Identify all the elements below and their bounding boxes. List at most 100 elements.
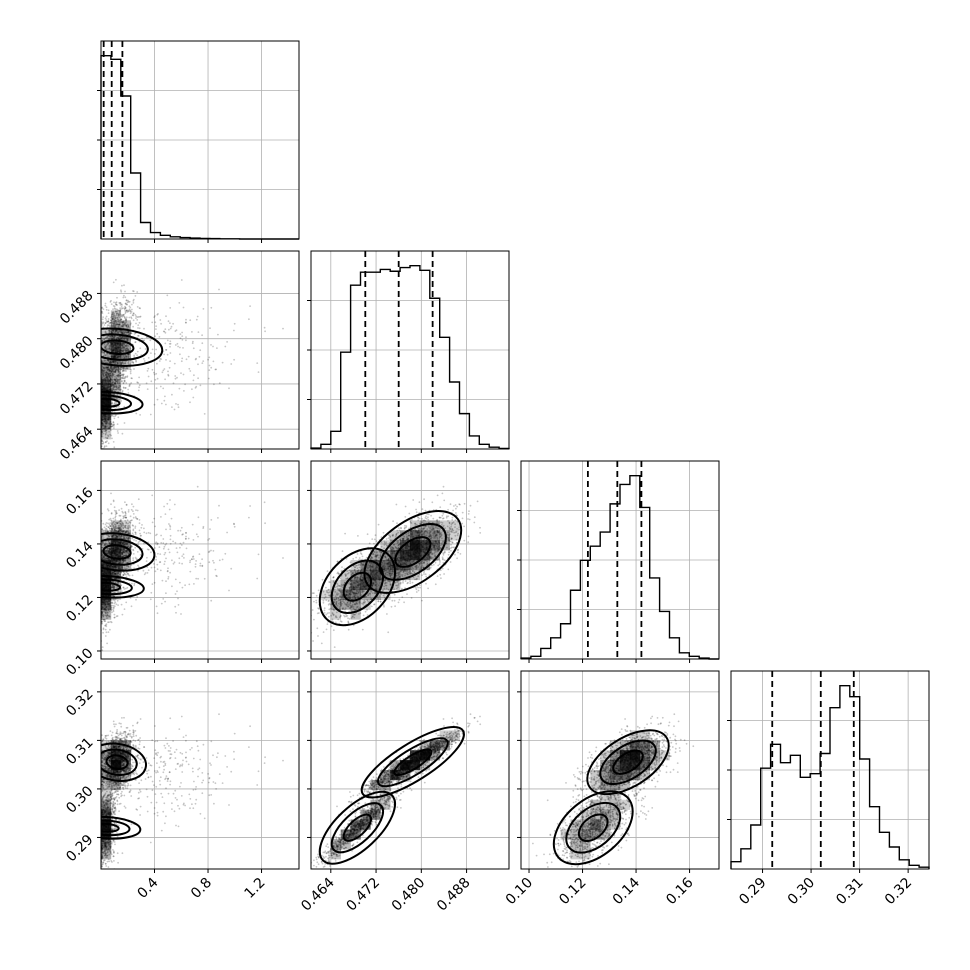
- sample-point: [117, 369, 120, 372]
- sample-point: [151, 521, 154, 524]
- sample-point: [121, 337, 124, 340]
- sample-point: [104, 359, 106, 362]
- sample-point: [129, 597, 132, 599]
- sample-point: [118, 534, 120, 537]
- sample-point: [132, 525, 135, 527]
- sample-point: [120, 346, 123, 349]
- sample-point: [117, 331, 119, 333]
- sample-point: [121, 315, 124, 318]
- sample-point: [111, 375, 114, 377]
- sample-point: [117, 326, 120, 329]
- sample-point: [203, 577, 206, 580]
- sample-point: [150, 380, 153, 383]
- sample-point: [121, 562, 124, 564]
- sample-point: [102, 374, 105, 377]
- sample-point: [189, 570, 192, 573]
- sample-point: [117, 367, 120, 369]
- sample-point: [124, 555, 127, 557]
- sample-point: [103, 337, 106, 340]
- sample-point: [111, 523, 114, 526]
- sample-point: [108, 370, 110, 373]
- sample-point: [128, 316, 131, 319]
- sample-point: [113, 361, 115, 364]
- sample-point: [101, 430, 103, 433]
- sample-point: [171, 559, 173, 562]
- sample-point: [124, 387, 127, 389]
- sample-point: [110, 367, 112, 370]
- sample-point: [132, 557, 135, 559]
- sample-point: [104, 543, 107, 546]
- sample-point: [185, 532, 187, 534]
- sample-point: [126, 323, 129, 326]
- sample-point: [120, 565, 123, 568]
- sample-point: [101, 613, 103, 616]
- sample-point: [101, 340, 104, 343]
- sample-point: [114, 524, 117, 526]
- sample-point: [256, 362, 259, 364]
- sample-point: [129, 309, 132, 312]
- sample-point: [126, 347, 128, 350]
- sample-point: [181, 339, 184, 341]
- sample-point: [116, 323, 118, 326]
- sample-point: [160, 534, 163, 537]
- sample-point: [103, 618, 106, 621]
- sample-point: [137, 324, 140, 326]
- sample-point: [120, 331, 123, 334]
- sample-point: [127, 353, 130, 356]
- sample-point: [117, 371, 120, 374]
- sample-point: [127, 301, 130, 303]
- sample-point: [101, 370, 104, 373]
- sample-point: [113, 366, 116, 369]
- sample-point: [108, 615, 110, 618]
- sample-point: [116, 380, 119, 383]
- sample-point: [139, 414, 142, 416]
- sample-point: [125, 348, 127, 350]
- sample-point: [105, 348, 108, 350]
- sample-point: [212, 345, 214, 348]
- sample-point: [111, 534, 114, 537]
- sample-point: [120, 338, 123, 340]
- sample-point: [109, 343, 112, 346]
- sample-point: [125, 601, 128, 604]
- sample-point: [127, 355, 130, 358]
- sample-point: [101, 376, 104, 378]
- sample-point: [116, 527, 119, 530]
- sample-point: [111, 385, 113, 387]
- sample-point: [111, 535, 114, 537]
- sample-point: [107, 360, 110, 362]
- sample-point: [104, 432, 107, 435]
- sample-point: [108, 329, 111, 332]
- sample-point: [120, 345, 123, 348]
- contour-1-1: [101, 333, 149, 361]
- sample-point: [106, 419, 108, 422]
- sample-point: [111, 381, 114, 384]
- sample-point: [127, 331, 130, 333]
- sample-point: [104, 527, 107, 530]
- sample-point: [159, 357, 162, 360]
- sample-point: [125, 531, 127, 534]
- sample-point: [108, 427, 111, 429]
- sample-point: [132, 300, 135, 302]
- sample-point: [116, 380, 118, 383]
- sample-point: [120, 320, 122, 323]
- sample-point: [117, 521, 120, 524]
- sample-point: [116, 362, 119, 364]
- sample-point: [123, 537, 126, 539]
- sample-point: [108, 422, 111, 424]
- sample-point: [108, 547, 110, 550]
- sample-point: [112, 424, 114, 427]
- sample-point: [119, 337, 122, 340]
- sample-point: [158, 546, 161, 548]
- sample-point: [169, 534, 172, 537]
- sample-point: [105, 525, 108, 528]
- sample-point: [144, 572, 147, 574]
- sample-point: [134, 341, 137, 344]
- sample-point: [120, 374, 122, 377]
- sample-point: [107, 349, 109, 352]
- sample-point: [115, 366, 117, 369]
- sample-point: [123, 284, 125, 287]
- sample-point: [136, 350, 139, 353]
- sample-point: [101, 442, 103, 445]
- sample-point: [125, 550, 128, 553]
- sample-point: [101, 454, 103, 456]
